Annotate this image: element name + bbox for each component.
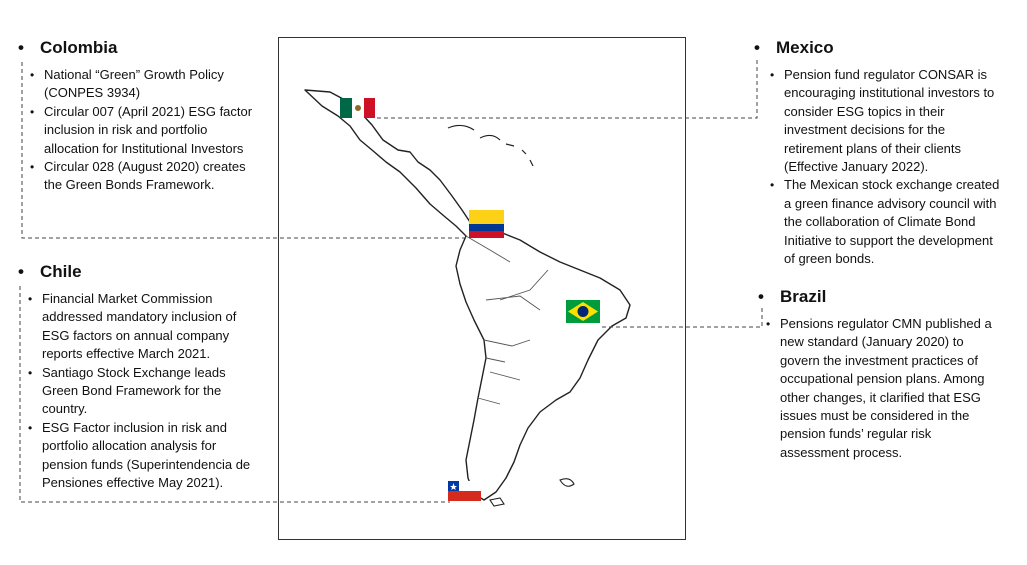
mexico-flag-icon xyxy=(340,98,375,118)
continent-outline xyxy=(304,89,631,501)
colombia-connector xyxy=(21,62,470,239)
brazil-flag-icon xyxy=(566,300,600,323)
list-item: National “Green” Growth Policy (CONPES 3… xyxy=(28,66,256,103)
chile-title: Chile xyxy=(40,262,82,281)
chile-flag-icon xyxy=(448,481,481,501)
brazil-heading: • Brazil xyxy=(756,287,1022,307)
mexico-list: Pension fund regulator CONSAR is encoura… xyxy=(768,66,1004,268)
brazil-list: Pensions regulator CMN published a new s… xyxy=(764,315,996,462)
list-item: Pension fund regulator CONSAR is encoura… xyxy=(768,66,1004,176)
mexico-heading: • Mexico xyxy=(752,38,1022,58)
list-item: Financial Market Commission addressed ma… xyxy=(26,290,264,364)
brazil-section: • Brazil Pensions regulator CMN publishe… xyxy=(756,287,1022,462)
heading-bullet: • xyxy=(758,287,764,306)
chile-section: • Chile Financial Market Commission addr… xyxy=(16,262,276,492)
heading-bullet: • xyxy=(754,38,760,57)
heading-bullet: • xyxy=(18,38,24,57)
mexico-connector xyxy=(376,60,758,119)
colombia-heading: • Colombia xyxy=(16,38,276,58)
brazil-connector xyxy=(600,308,763,328)
brazil-title: Brazil xyxy=(780,287,827,306)
mexico-title: Mexico xyxy=(776,38,834,57)
mexico-section: • Mexico Pension fund regulator CONSAR i… xyxy=(752,38,1022,268)
list-item: ESG Factor inclusion in risk and portfol… xyxy=(26,419,264,493)
colombia-list: National “Green” Growth Policy (CONPES 3… xyxy=(28,66,256,195)
list-item: Circular 028 (August 2020) creates the G… xyxy=(28,158,256,195)
list-item: Circular 007 (April 2021) ESG factor inc… xyxy=(28,103,256,158)
chile-connector xyxy=(19,286,450,503)
heading-bullet: • xyxy=(18,262,24,281)
list-item: Santiago Stock Exchange leads Green Bond… xyxy=(26,364,264,419)
list-item: The Mexican stock exchange created a gre… xyxy=(768,176,1004,268)
colombia-section: • Colombia National “Green” Growth Polic… xyxy=(16,38,276,195)
colombia-flag-icon xyxy=(469,210,504,238)
chile-heading: • Chile xyxy=(16,262,276,282)
colombia-title: Colombia xyxy=(40,38,118,57)
chile-list: Financial Market Commission addressed ma… xyxy=(26,290,264,492)
caribbean-islands xyxy=(447,124,534,167)
southern-islands xyxy=(489,478,575,507)
list-item: Pensions regulator CMN published a new s… xyxy=(764,315,996,462)
